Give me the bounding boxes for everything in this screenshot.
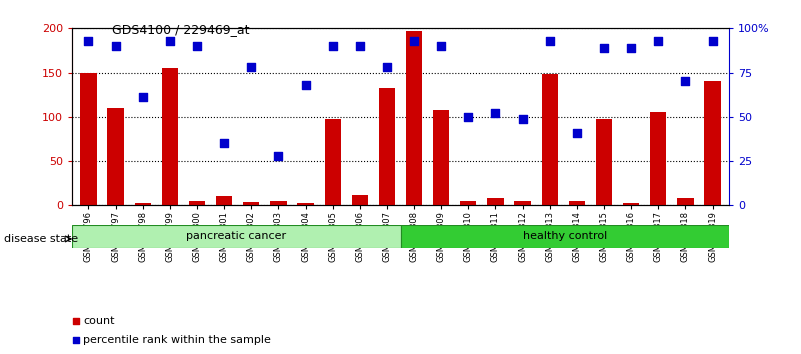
Point [272,153,285,159]
Bar [297,202,314,205]
Point [163,38,176,44]
Point [516,116,529,121]
Point [408,38,421,44]
Bar [514,201,531,205]
Point [218,141,231,146]
Point [299,82,312,88]
Bar [72,225,400,248]
Point [70,337,83,343]
Point [598,45,610,51]
Point [652,38,665,44]
Bar [107,108,123,205]
Bar [461,201,477,205]
Point [136,95,149,100]
Text: pancreatic cancer: pancreatic cancer [186,231,286,241]
Point [570,130,583,136]
Bar [596,120,612,205]
Point [625,45,638,51]
Bar [433,110,449,205]
Bar [650,113,666,205]
Bar [406,31,422,205]
Bar [189,201,205,205]
Point [543,38,556,44]
Text: percentile rank within the sample: percentile rank within the sample [83,335,272,345]
Bar [705,81,721,205]
Bar [243,202,260,205]
Point [70,318,83,324]
Point [82,38,95,44]
Point [353,43,366,49]
Point [245,64,258,70]
Bar [569,201,585,205]
Point [679,79,692,84]
Text: count: count [83,316,115,326]
Bar [400,225,729,248]
Bar [324,120,340,205]
Bar [623,202,639,205]
Bar [135,202,151,205]
Point [462,114,475,120]
Point [191,43,203,49]
Text: disease state: disease state [4,234,78,244]
Point [489,110,502,116]
Point [706,38,719,44]
Point [109,43,122,49]
Bar [541,74,558,205]
Bar [216,196,232,205]
Bar [678,198,694,205]
Text: GDS4100 / 229469_at: GDS4100 / 229469_at [112,23,250,36]
Bar [352,195,368,205]
Bar [162,68,178,205]
Bar [487,198,504,205]
Point [326,43,339,49]
Point [380,64,393,70]
Text: healthy control: healthy control [522,231,607,241]
Bar [80,73,96,205]
Bar [379,88,395,205]
Point [435,43,448,49]
Bar [270,201,287,205]
